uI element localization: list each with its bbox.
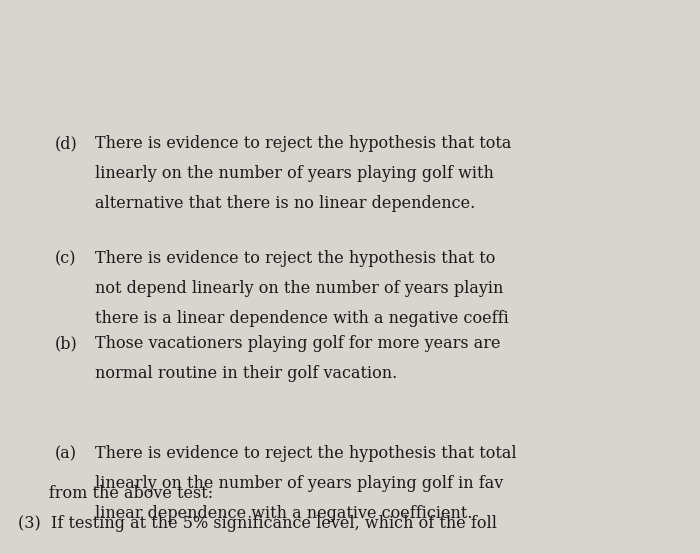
Text: There is evidence to reject the hypothesis that total: There is evidence to reject the hypothes… — [95, 445, 517, 462]
Text: (3)  If testing at the 5% significance level, which of the foll: (3) If testing at the 5% significance le… — [18, 515, 497, 532]
Text: alternative that there is no linear dependence.: alternative that there is no linear depe… — [95, 195, 475, 212]
Text: (b): (b) — [55, 335, 78, 352]
Text: (d): (d) — [55, 135, 78, 152]
Text: (c): (c) — [55, 250, 76, 267]
Text: There is evidence to reject the hypothesis that to: There is evidence to reject the hypothes… — [95, 250, 496, 267]
Text: linear dependence with a negative coefficient.: linear dependence with a negative coeffi… — [95, 505, 472, 522]
Text: linearly on the number of years playing golf in fav: linearly on the number of years playing … — [95, 475, 503, 492]
Text: normal routine in their golf vacation.: normal routine in their golf vacation. — [95, 365, 398, 382]
Text: not depend linearly on the number of years playin: not depend linearly on the number of yea… — [95, 280, 503, 297]
Text: Those vacationers playing golf for more years are: Those vacationers playing golf for more … — [95, 335, 500, 352]
Text: There is evidence to reject the hypothesis that tota: There is evidence to reject the hypothes… — [95, 135, 512, 152]
Text: from the above test:: from the above test: — [18, 485, 213, 502]
Text: there is a linear dependence with a negative coeffi: there is a linear dependence with a nega… — [95, 310, 509, 327]
Text: (a): (a) — [55, 445, 77, 462]
Text: linearly on the number of years playing golf with: linearly on the number of years playing … — [95, 165, 494, 182]
